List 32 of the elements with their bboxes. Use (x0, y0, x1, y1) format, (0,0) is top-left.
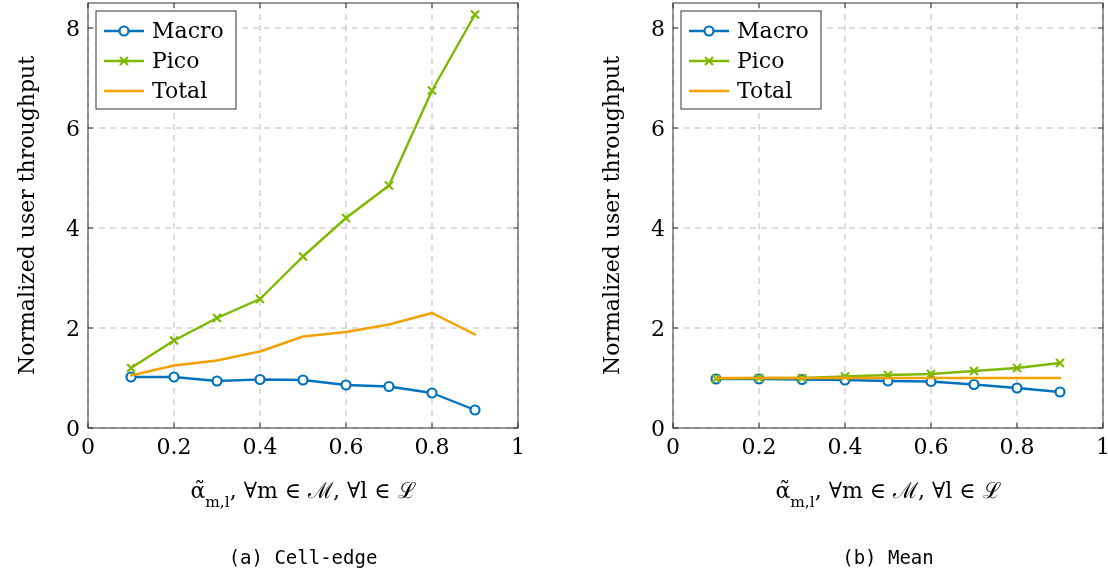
x-tick-label: 0.8 (414, 434, 450, 459)
y-tick-label: 8 (651, 16, 665, 41)
y-tick-label: 0 (66, 416, 80, 441)
y-axis-title: Normalized user throughput (599, 55, 624, 376)
y-tick-label: 4 (651, 216, 665, 241)
x-tick-label: 0.2 (741, 434, 777, 459)
x-tick-label: 0.4 (242, 434, 278, 459)
x-tick-label: 0.8 (999, 434, 1035, 459)
y-tick-label: 8 (66, 16, 80, 41)
x-tick-label: 0.2 (156, 434, 192, 459)
legend-label: Pico (737, 48, 785, 73)
x-axis-title: α̃$_{m,l}$, ∀m ∈ ℳ, ∀l ∈ ℒ (775, 478, 1001, 511)
legend-label: Macro (737, 18, 809, 43)
x-tick-label: 0.6 (328, 434, 364, 459)
y-tick-label: 2 (651, 316, 665, 341)
text: (a) Cell-edge (228, 546, 378, 568)
x-tick-label: 1 (1096, 434, 1108, 459)
x-tick-label: 0.4 (827, 434, 863, 459)
x-axis-title: α̃$_{m,l}$, ∀m ∈ ℳ, ∀l ∈ ℒ (190, 478, 416, 511)
legend-label: Macro (152, 18, 224, 43)
legend-label: Total (737, 78, 793, 103)
legend-label: Pico (152, 48, 200, 73)
x-tick-label: 0.6 (913, 434, 949, 459)
text: (b) Mean (842, 546, 934, 568)
legend-label: Total (152, 78, 208, 103)
y-tick-label: 2 (66, 316, 80, 341)
y-tick-label: 6 (66, 116, 80, 141)
y-tick-label: 0 (651, 416, 665, 441)
x-tick-label: 1 (511, 434, 525, 459)
y-tick-label: 4 (66, 216, 80, 241)
y-axis-title: Normalized user throughput (14, 55, 39, 376)
y-tick-label: 6 (651, 116, 665, 141)
